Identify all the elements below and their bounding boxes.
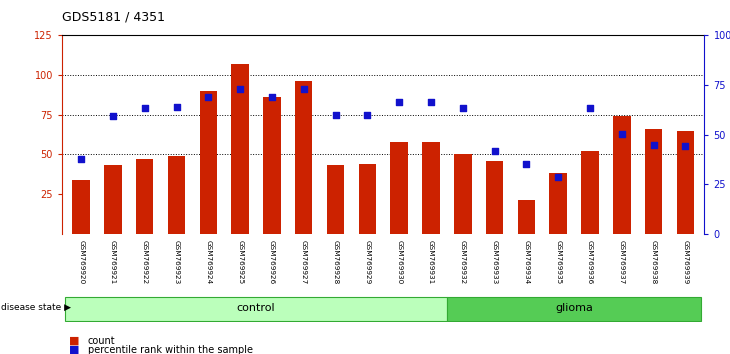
Point: [75, 156, 87, 162]
Bar: [454, 154, 472, 234]
Point: [553, 174, 564, 179]
Text: GSM769933: GSM769933: [491, 240, 498, 284]
Bar: [422, 142, 439, 234]
Bar: [295, 81, 312, 234]
Bar: [231, 64, 249, 234]
Bar: [65, 297, 447, 321]
Text: ■: ■: [69, 345, 80, 354]
Point: [520, 161, 532, 167]
Point: [648, 142, 659, 148]
Text: GSM769922: GSM769922: [142, 240, 147, 284]
Point: [234, 86, 246, 92]
Text: GSM769926: GSM769926: [269, 240, 275, 284]
Text: GSM769925: GSM769925: [237, 240, 243, 284]
Bar: [391, 142, 408, 234]
Text: GSM769921: GSM769921: [110, 240, 116, 284]
Text: GSM769920: GSM769920: [78, 240, 84, 284]
Text: GSM769924: GSM769924: [205, 240, 212, 284]
Bar: [645, 129, 662, 234]
Text: count: count: [88, 336, 115, 346]
Text: GSM769927: GSM769927: [301, 240, 307, 284]
Text: disease state ▶: disease state ▶: [1, 303, 71, 312]
Text: GSM769923: GSM769923: [174, 240, 180, 284]
Point: [680, 144, 691, 149]
Point: [584, 105, 596, 111]
Text: GSM769937: GSM769937: [619, 240, 625, 284]
Text: GSM769935: GSM769935: [555, 240, 561, 284]
Point: [139, 105, 150, 111]
Bar: [168, 156, 185, 234]
Point: [616, 131, 628, 137]
Text: control: control: [237, 303, 275, 313]
Text: percentile rank within the sample: percentile rank within the sample: [88, 345, 253, 354]
Bar: [677, 131, 694, 234]
Point: [298, 86, 310, 92]
Point: [171, 104, 182, 110]
Point: [393, 99, 405, 105]
Bar: [264, 97, 281, 234]
Text: GSM769938: GSM769938: [650, 240, 656, 284]
Bar: [447, 297, 702, 321]
Text: GSM769931: GSM769931: [428, 240, 434, 284]
Point: [107, 113, 119, 119]
Bar: [327, 165, 345, 234]
Bar: [358, 164, 376, 234]
Text: GSM769929: GSM769929: [364, 240, 370, 284]
Point: [266, 95, 278, 100]
Bar: [199, 91, 217, 234]
Bar: [518, 200, 535, 234]
Point: [330, 112, 342, 118]
Text: GSM769939: GSM769939: [683, 240, 688, 284]
Text: GSM769928: GSM769928: [333, 240, 339, 284]
Bar: [72, 180, 90, 234]
Point: [457, 105, 469, 111]
Bar: [550, 173, 567, 234]
Bar: [104, 165, 122, 234]
Bar: [136, 159, 153, 234]
Text: glioma: glioma: [555, 303, 593, 313]
Text: GSM769934: GSM769934: [523, 240, 529, 284]
Text: ■: ■: [69, 336, 80, 346]
Point: [361, 112, 373, 118]
Point: [488, 148, 500, 154]
Bar: [613, 116, 631, 234]
Bar: [581, 151, 599, 234]
Bar: [485, 161, 503, 234]
Text: GSM769936: GSM769936: [587, 240, 593, 284]
Text: GSM769932: GSM769932: [460, 240, 466, 284]
Text: GSM769930: GSM769930: [396, 240, 402, 284]
Point: [202, 95, 214, 100]
Point: [425, 99, 437, 105]
Text: GDS5181 / 4351: GDS5181 / 4351: [62, 11, 165, 24]
